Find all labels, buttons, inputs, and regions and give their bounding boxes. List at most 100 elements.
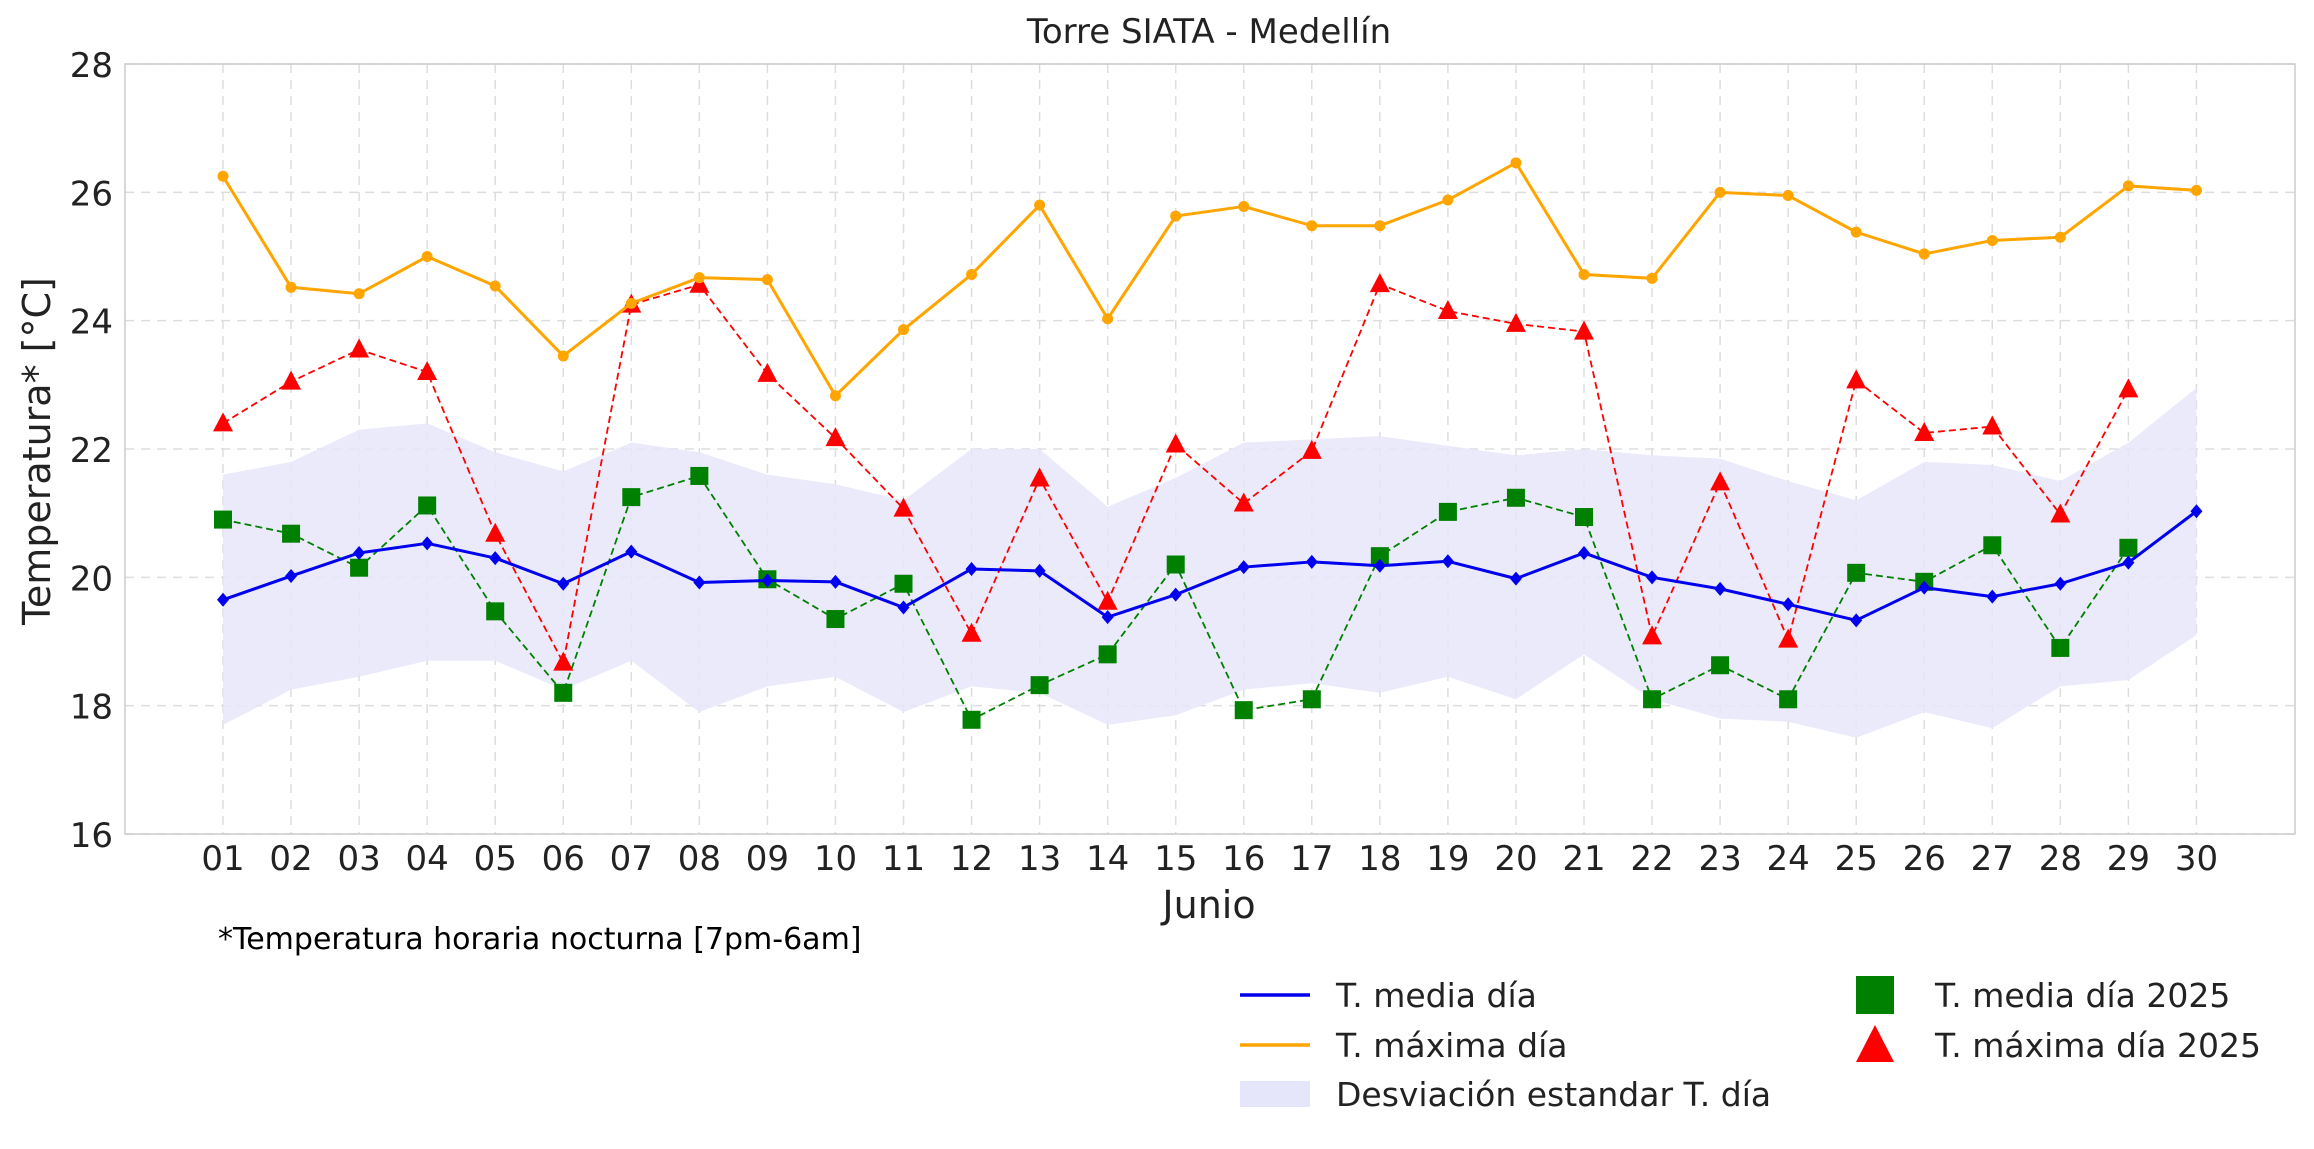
data-point-mean-day [421,536,434,551]
x-tick-label: 28 [2039,839,2082,879]
data-point-max-2025 [961,622,982,642]
data-point-max-day [217,170,229,182]
data-point-mean-2025 [1438,502,1457,521]
x-tick-label: 16 [1222,839,1265,879]
legend-item-std-dev: Desviación estandar T. día [1240,1075,1771,1114]
y-tick-label: 18 [70,688,113,728]
data-point-max-day [625,297,637,309]
data-point-max-day [1442,194,1454,206]
x-tick-label: 15 [1154,839,1197,879]
data-point-mean-day [557,576,570,591]
data-point-max-2025 [1505,312,1526,332]
x-tick-label: 29 [2107,839,2150,879]
data-point-mean-day [1033,563,1046,578]
y-tick-labels: 16 18 20 22 24 26 28 [70,46,113,856]
legend-item-mean-day: T. media día [1240,976,1537,1015]
x-tick-label: 17 [1290,839,1333,879]
x-tick-label: 08 [678,839,721,879]
data-point-max-day [2190,184,2202,196]
data-point-max-2025 [213,412,233,432]
data-point-mean-2025 [1643,690,1662,709]
data-point-max-2025 [1846,369,1867,389]
data-point-mean-2025 [2119,538,2138,557]
data-point-max-day [761,274,773,286]
data-point-max-2025 [825,427,846,447]
data-point-mean-2025 [1575,508,1593,527]
data-point-mean-day [1441,554,1454,569]
data-point-mean-day [965,561,978,576]
data-point-max-day [1918,248,1930,260]
data-point-max-2025 [2118,378,2139,398]
data-point-mean-2025 [1166,555,1185,574]
data-point-max-day [1034,199,1046,211]
data-point-mean-day [2054,576,2067,591]
y-tick-label: 16 [70,816,113,856]
data-point-mean-day [1237,560,1250,575]
data-point-max-day [829,390,841,402]
series-group [213,157,2203,729]
data-point-max-2025 [1914,421,1935,441]
legend-label: T. media día [1335,976,1537,1015]
chart-title: Torre SIATA - Medellín [1026,12,1391,52]
data-point-max-day [285,281,297,293]
data-point-max-day [898,324,909,336]
data-point-max-2025 [1437,300,1458,320]
data-point-max-2025 [2050,503,2071,523]
data-point-max-day [693,272,705,284]
data-point-max-day [1850,226,1862,238]
y-tick-label: 22 [70,431,113,471]
data-point-mean-day [1509,571,1522,586]
x-tick-labels: 01 02 03 04 05 06 07 08 09 10 11 12 13 14 15 16 17 18 19 20… [201,839,2218,879]
data-point-max-2025 [1233,492,1254,512]
x-axis-label: Junio [1160,883,1255,927]
x-tick-label: 11 [882,839,925,879]
legend-item-mean-2025: T. media día 2025 [1856,976,2230,1015]
data-point-mean-2025 [554,683,573,702]
data-point-mean-day [285,569,298,584]
std-dev-band [223,388,2197,738]
data-point-max-day [1238,200,1250,212]
data-point-mean-2025 [1370,547,1389,566]
y-axis-label: Temperatura* [°C] [15,277,59,626]
data-point-mean-day [2122,555,2135,570]
data-point-mean-day [1986,589,1999,604]
data-point-mean-2025 [1098,645,1117,664]
data-point-max-2025 [1097,590,1118,610]
data-point-max-2025 [281,370,302,390]
x-tick-label: 03 [337,839,380,879]
data-point-mean-2025 [962,710,981,729]
data-point-mean-day [693,575,706,590]
data-point-mean-day [1646,570,1659,585]
x-tick-label: 27 [1971,839,2014,879]
data-point-mean-day [217,592,229,607]
data-point-mean-2025 [622,488,641,507]
data-point-mean-day [1305,554,1318,569]
std-dev-area [223,388,2197,738]
series-line-max-2025 [222,283,2130,664]
data-point-mean-2025 [1302,690,1321,709]
x-tick-label: 02 [269,839,312,879]
data-point-mean-2025 [2051,638,2070,657]
x-tick-label: 13 [1018,839,1061,879]
data-point-max-2025 [1778,628,1799,648]
data-point-mean-day [1169,587,1182,602]
data-point-mean-2025 [826,610,845,629]
data-point-mean-2025 [282,524,301,543]
x-tick-label: 18 [1358,839,1401,879]
data-point-mean-day [1373,558,1386,573]
x-tick-label: 10 [814,839,857,879]
y-tick-label: 20 [70,559,113,599]
data-point-mean-day [353,545,366,560]
data-point-max-2025 [553,651,574,671]
data-point-mean-day [489,551,502,566]
data-point-max-day [1102,313,1114,325]
series-max-2025 [213,273,2139,671]
data-point-max-day [1714,186,1726,198]
y-tick-label: 28 [70,46,113,86]
data-point-mean-2025 [1711,656,1730,675]
data-point-mean-day [829,574,842,589]
x-tick-label: 22 [1630,839,1673,879]
series-max-day [217,157,2202,402]
x-tick-label: 19 [1426,839,1469,879]
data-point-mean-2025 [214,510,232,529]
